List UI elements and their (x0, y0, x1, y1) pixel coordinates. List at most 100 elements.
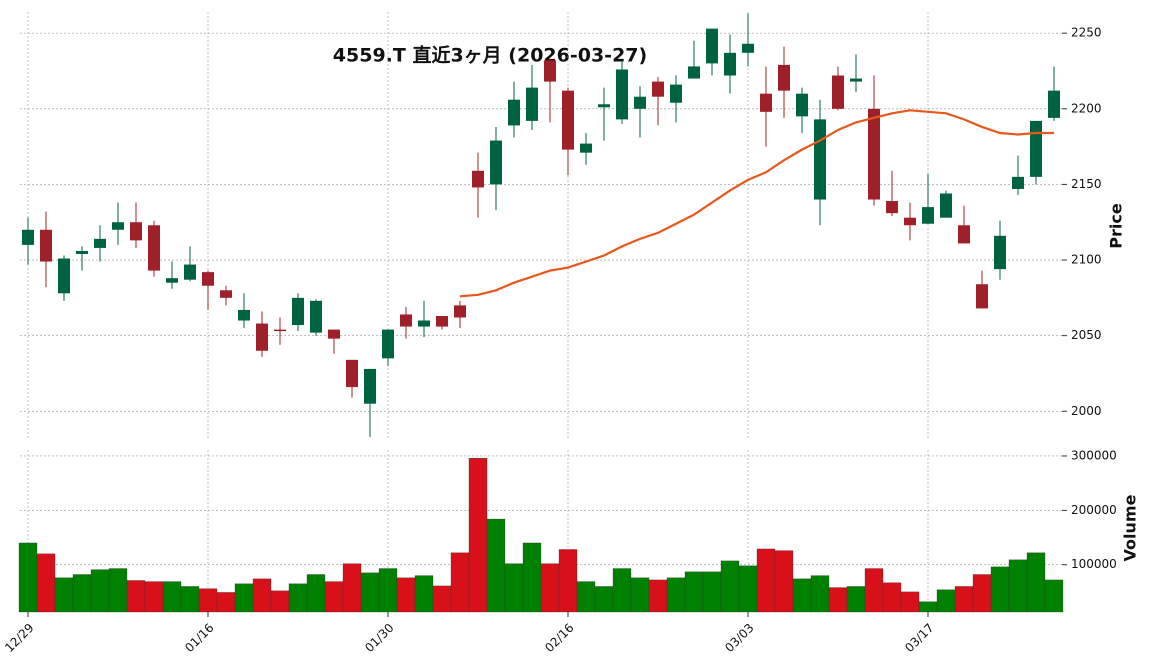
volume-bar (270, 590, 290, 613)
candle-body (40, 229, 52, 262)
volume-bar (90, 569, 110, 613)
volume-bar (756, 548, 776, 613)
candle-body (310, 300, 322, 333)
candle-body (742, 43, 754, 53)
volume-bar (486, 518, 506, 613)
candle-body (976, 284, 988, 309)
candle-body (994, 235, 1006, 270)
volume-bar (792, 578, 812, 613)
candle-body (148, 225, 160, 271)
candle-body (202, 272, 214, 286)
volume-bar (432, 585, 452, 613)
volume-bar (612, 568, 632, 613)
volume-bar (864, 568, 884, 613)
volume-bar (810, 575, 830, 613)
candle-body (184, 264, 196, 280)
volume-bar (684, 571, 704, 613)
y-tick-label: 300000 (1071, 448, 1117, 462)
candle-body (526, 87, 538, 121)
candle-body (670, 84, 682, 103)
x-tick-label: 03/17 (902, 621, 936, 655)
volume-bar (180, 586, 200, 613)
volume-bar (522, 542, 542, 613)
candle-body (454, 305, 466, 318)
volume-bar (324, 581, 344, 613)
y-tick-label: 2100 (1071, 253, 1102, 267)
volume-bar (216, 592, 236, 613)
candle-body (472, 170, 484, 188)
volume-bar (306, 574, 326, 613)
candle-body (238, 309, 250, 321)
candle-body (958, 225, 970, 244)
candle-body (508, 99, 520, 126)
candle-body (292, 297, 304, 326)
candle-body (274, 329, 286, 332)
candle-body (436, 315, 448, 327)
volume-bar (540, 563, 560, 613)
volume-bar (1026, 552, 1046, 613)
volume-bar (720, 560, 740, 613)
x-tick-label: 01/16 (182, 621, 216, 655)
candle-body (382, 329, 394, 359)
candle-body (400, 314, 412, 327)
candle-body (598, 104, 610, 108)
candle-body (616, 69, 628, 120)
candle-body (58, 258, 70, 294)
candle-body (886, 201, 898, 214)
volume-bar (252, 578, 272, 613)
candle-body (562, 90, 574, 150)
candle-body (706, 28, 718, 64)
candle-body (796, 93, 808, 117)
volume-bar (630, 577, 650, 613)
volume-bar (360, 572, 380, 613)
candle-body (778, 64, 790, 91)
candle-body (166, 278, 178, 283)
volume-bar (882, 582, 902, 613)
candle-body (490, 140, 502, 185)
volume-bar (936, 589, 956, 613)
y-tick-label: 100000 (1071, 557, 1117, 571)
volume-bar (54, 577, 74, 613)
volume-bar (288, 583, 308, 613)
volume-bar (828, 587, 848, 613)
volume-bar (702, 571, 722, 613)
moving-average-line (459, 109, 1054, 298)
y-tick-label: 2000 (1071, 404, 1102, 418)
candle-body (922, 207, 934, 224)
volume-bar (234, 583, 254, 613)
x-tick-label: 01/30 (362, 621, 396, 655)
x-tick-label: 02/16 (542, 621, 576, 655)
candle-body (22, 229, 34, 245)
x-tick-label: 12/29 (2, 621, 36, 655)
y-tick-label: 2050 (1071, 328, 1102, 342)
candle-body (328, 329, 340, 339)
y-tick-label: 200000 (1071, 503, 1117, 517)
volume-bar (576, 581, 596, 613)
y-tick-label: 2200 (1071, 101, 1102, 115)
volume-bar (648, 579, 668, 613)
candle-body (760, 93, 772, 112)
candle-body (1048, 90, 1060, 118)
x-tick-label: 03/03 (722, 621, 756, 655)
candle-body (220, 290, 232, 298)
candle-body (112, 222, 124, 230)
volume-bar (1008, 559, 1028, 613)
volume-bar (72, 574, 92, 613)
candle-body (652, 81, 664, 97)
volume-bar (990, 566, 1010, 613)
y-tick-label: 2150 (1071, 177, 1102, 191)
volume-bar (342, 563, 362, 613)
volume-bar (972, 574, 992, 613)
volume-bar (666, 577, 686, 613)
candle-body (580, 143, 592, 153)
volume-bar (126, 580, 146, 613)
volume-bar (468, 458, 488, 613)
candle-body (634, 96, 646, 109)
volume-bar (774, 550, 794, 613)
candle-body (418, 320, 430, 327)
candle-body (76, 250, 88, 254)
volume-bar (378, 568, 398, 613)
candle-body (346, 359, 358, 388)
volume-bar (18, 542, 38, 613)
